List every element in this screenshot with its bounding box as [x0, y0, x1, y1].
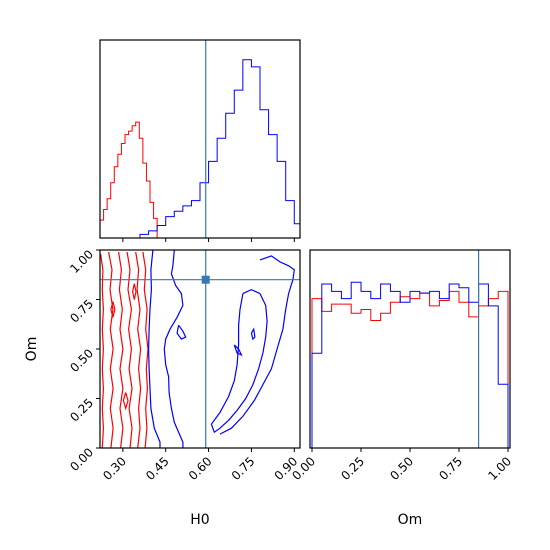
red-contour-5	[135, 251, 142, 448]
om-y-tick-label: 0.00	[67, 445, 96, 474]
blue-contour-3	[176, 324, 187, 340]
blue-contour-7	[250, 327, 256, 341]
truth-marker	[201, 275, 210, 284]
om-y-tick-label: 1.00	[67, 247, 96, 276]
om-x-tick-label: 0.50	[387, 454, 416, 483]
red-contour-8	[122, 392, 129, 411]
h0-tick-label: 0.30	[100, 454, 129, 483]
om-hist-frame	[309, 249, 511, 449]
h0-tick-label: 0.75	[229, 454, 258, 483]
axis-ticks: 0.30 0.45 0.60 0.75 0.900.000.250.500.751.00…	[67, 238, 514, 483]
blue-contour-4	[219, 255, 295, 435]
blue-contour-2	[163, 250, 184, 448]
h0-hist-red-series	[100, 121, 158, 238]
red-contour-3	[118, 251, 124, 448]
red-contour-6	[142, 251, 149, 448]
red-contour-2	[108, 251, 114, 448]
x-axis-label-h0: H0	[190, 512, 209, 528]
red-contour-7	[110, 301, 116, 318]
red-contour-9	[131, 283, 137, 300]
om-y-tick-label: 0.25	[67, 396, 96, 425]
blue-contour-6	[233, 344, 243, 357]
om-x-tick-label: 0.25	[338, 454, 367, 483]
x-axis-label-om: Om	[398, 512, 423, 528]
h0-tick-label: 0.60	[186, 454, 215, 483]
om-y-tick-label: 0.50	[67, 346, 96, 375]
red-contour-1	[100, 253, 105, 448]
h0-marginal-histogram	[100, 40, 300, 238]
y-axis-label-om: Om	[24, 337, 40, 362]
blue-contour-5	[210, 288, 268, 434]
om-y-tick-label: 0.75	[67, 297, 96, 326]
om-x-tick-label: 1.00	[485, 454, 514, 483]
om-marginal-histogram	[311, 250, 509, 448]
h0-hist-blue-series	[139, 59, 300, 238]
red-contour-4	[126, 251, 133, 448]
h0-om-joint-contour-panel	[100, 250, 300, 448]
h0-hist-frame	[99, 39, 301, 239]
blue-contour-1	[147, 250, 161, 448]
h0-tick-label: 0.45	[143, 454, 172, 483]
om-x-tick-label: 0.75	[436, 454, 465, 483]
